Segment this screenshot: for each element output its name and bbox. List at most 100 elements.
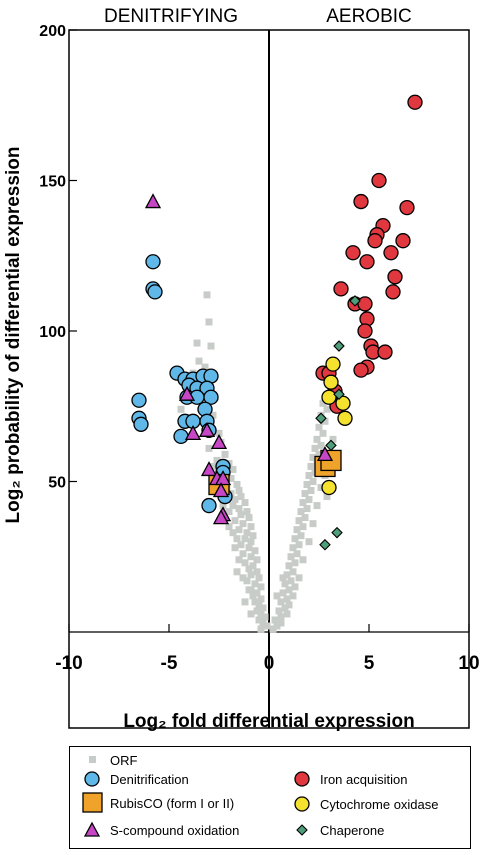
orf-point	[285, 562, 293, 570]
orf-point	[241, 559, 249, 567]
legend-label-orf: ORF	[110, 752, 138, 768]
orf-point	[291, 559, 299, 567]
y-tick-label: 200	[39, 23, 66, 40]
orf-point	[209, 462, 217, 470]
data-point-triangle	[144, 193, 162, 209]
orf-point	[297, 532, 305, 540]
orf-point	[249, 562, 257, 570]
orf-point	[289, 568, 297, 576]
legend-label-chaperone: Chaperone	[320, 822, 385, 838]
orf-point	[257, 610, 265, 618]
orf-point	[229, 529, 237, 537]
orf-point	[253, 568, 261, 576]
legend: ORF Denitrification RubisCO (form I or I…	[69, 746, 471, 849]
orf-point	[255, 601, 263, 609]
orf-point	[285, 586, 293, 594]
orf-point	[233, 535, 241, 543]
orf-point	[233, 481, 241, 489]
orf-point	[291, 535, 299, 543]
data-point-circle	[357, 296, 373, 312]
data-point-triangle	[210, 433, 228, 450]
data-point-circle	[395, 233, 411, 249]
orf-point	[201, 363, 209, 371]
data-point-circle	[407, 94, 423, 110]
orf-point	[253, 589, 261, 597]
data-point-triangle	[178, 385, 196, 401]
orf-point	[281, 604, 289, 612]
data-point-circle	[383, 245, 399, 261]
data-point-circle	[337, 410, 353, 426]
orf-point	[279, 574, 287, 582]
y-tick-label: 100	[39, 324, 66, 341]
orf-point	[205, 318, 213, 326]
orf-point	[307, 462, 315, 470]
legend-item-rubisco: RubisCO (form I or II)	[82, 792, 234, 813]
data-point-circle	[147, 284, 163, 300]
orf-point	[249, 592, 257, 600]
orf-point	[285, 601, 293, 609]
orf-point	[293, 526, 301, 534]
orf-point	[229, 465, 237, 473]
orf-point	[305, 496, 313, 504]
panel-label-denitrifying: DENITRIFYING	[104, 6, 238, 27]
red-circle-icon	[294, 771, 310, 787]
orf-point	[205, 444, 213, 452]
orf-point	[263, 622, 271, 630]
x-tick-label: 10	[458, 653, 479, 674]
orf-point	[225, 508, 233, 516]
purple-triangle-icon	[83, 821, 101, 837]
orf-point	[243, 529, 251, 537]
orf-point	[297, 508, 305, 516]
blue-circle-icon	[84, 771, 100, 787]
orf-point	[253, 556, 261, 564]
orf-point	[271, 616, 279, 624]
data-point-circle	[173, 428, 189, 445]
orf-point	[275, 607, 283, 615]
orf-point	[329, 435, 337, 443]
orf-point	[233, 568, 241, 576]
x-tick-label: -5	[161, 653, 178, 674]
orf-point	[305, 538, 313, 546]
orf-point	[247, 538, 255, 546]
orf-point	[315, 450, 323, 458]
orf-point	[249, 532, 257, 540]
data-point-circle	[359, 254, 375, 270]
orf-point	[251, 547, 259, 555]
orf-point	[193, 339, 201, 347]
volcano-plot: -10 -5 0 5 10 50 100 150 200 Log₂ fold different…	[3, 6, 480, 732]
data-point-circle	[385, 284, 401, 300]
orf-point	[207, 342, 215, 350]
orf-point	[243, 577, 251, 585]
data-point-circle	[323, 374, 339, 390]
legend-item-orf: ORF	[82, 750, 137, 770]
orf-point	[315, 423, 323, 431]
orf-point	[309, 453, 317, 461]
data-point-circle	[321, 389, 337, 405]
data-point-circle	[325, 356, 341, 372]
orf-marker-icon	[89, 756, 96, 763]
data-point-circle	[145, 254, 161, 270]
legend-item-chaperone: Chaperone	[292, 820, 384, 840]
orf-point	[243, 508, 251, 516]
orf-point	[177, 405, 185, 413]
orf-point	[283, 571, 291, 579]
data-point-diamond	[315, 412, 327, 425]
orf-point	[317, 484, 325, 492]
orf-point	[287, 553, 295, 561]
orf-point	[323, 405, 331, 413]
panel-label-aerobic: AEROBIC	[326, 6, 412, 27]
orf-point	[293, 550, 301, 558]
data-point-circle	[377, 344, 393, 360]
orf-point	[279, 589, 287, 597]
x-tick-label: 5	[364, 653, 375, 674]
data-point-circle	[203, 389, 219, 405]
orf-point	[303, 481, 311, 489]
orf-point	[209, 411, 217, 419]
orf-point	[239, 574, 247, 582]
orf-point	[231, 517, 239, 525]
orf-point	[241, 499, 249, 507]
data-point-triangle	[198, 421, 216, 437]
orf-point	[289, 592, 297, 600]
orf-point	[313, 435, 321, 443]
data-point-triangle	[184, 424, 202, 440]
